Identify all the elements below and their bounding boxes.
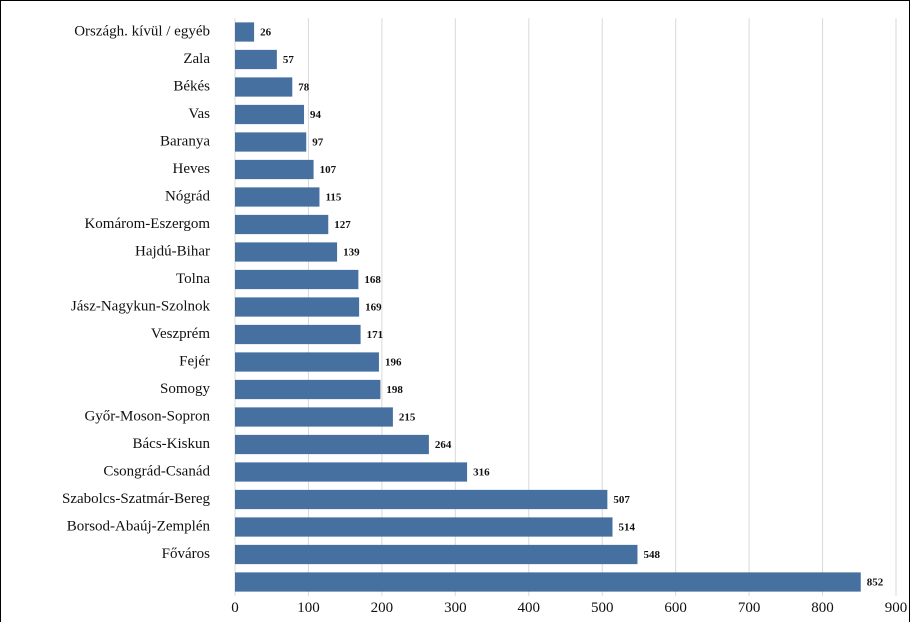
bar xyxy=(235,22,255,42)
data-label: 507 xyxy=(613,494,630,506)
y-tick-label: Békés xyxy=(173,78,210,94)
data-label: 107 xyxy=(320,164,337,176)
data-label: 169 xyxy=(365,302,382,314)
bar xyxy=(235,379,381,400)
bar xyxy=(235,462,468,482)
x-tick-label: 900 xyxy=(885,600,908,616)
bar xyxy=(235,269,359,290)
data-label: 97 xyxy=(312,137,324,149)
data-label: 26 xyxy=(260,27,272,39)
data-label: 852 xyxy=(867,577,884,589)
bar xyxy=(235,324,361,345)
bar xyxy=(235,104,305,125)
bar xyxy=(235,297,360,317)
bar xyxy=(235,352,379,372)
bar xyxy=(235,407,393,427)
bar xyxy=(235,242,338,262)
bar xyxy=(235,517,613,537)
y-tick-label: Főváros xyxy=(162,546,210,562)
data-label: 139 xyxy=(343,247,360,259)
y-tick-label: Országh. kívül / egyéb xyxy=(74,23,210,39)
bar xyxy=(235,572,861,592)
x-tick-label: 700 xyxy=(738,600,761,616)
data-label: 196 xyxy=(385,357,402,369)
x-tick-label: 600 xyxy=(664,600,687,616)
x-tick-label: 500 xyxy=(591,600,614,616)
y-tick-label: Somogy xyxy=(160,381,211,397)
y-tick-label: Veszprém xyxy=(151,326,210,342)
y-tick-label: Borsod-Abaúj-Zemplén xyxy=(67,518,211,534)
y-tick-label: Fejér xyxy=(179,353,210,369)
y-tick-label: Nógrád xyxy=(165,188,210,204)
data-label: 127 xyxy=(334,219,351,231)
bar xyxy=(235,132,307,152)
data-label: 514 xyxy=(619,522,636,534)
data-label: 115 xyxy=(325,192,341,204)
y-tick-label: Zala xyxy=(183,51,210,67)
y-tick-label: Hajdú-Bihar xyxy=(135,243,210,259)
data-label: 57 xyxy=(283,54,295,66)
data-label: 548 xyxy=(643,549,660,561)
data-label: 78 xyxy=(298,82,310,94)
y-tick-label: Szabolcs-Szatmár-Bereg xyxy=(62,491,210,507)
data-label: 316 xyxy=(473,467,490,479)
y-tick-label: Baranya xyxy=(160,133,210,149)
x-tick-label: 300 xyxy=(444,600,467,616)
data-label: 198 xyxy=(386,384,403,396)
bar xyxy=(235,77,293,97)
y-tick-label: Heves xyxy=(173,161,211,177)
y-tick-label: Csongrád-Csanád xyxy=(103,463,210,479)
y-tick-label: Bács-Kiskun xyxy=(133,436,211,452)
data-label: 264 xyxy=(435,439,452,451)
y-tick-label: Jász-Nagykun-Szolnok xyxy=(71,298,211,314)
y-tick-label: Komárom-Eszergom xyxy=(84,216,210,232)
bar xyxy=(235,49,277,70)
x-tick-label: 200 xyxy=(371,600,394,616)
bar xyxy=(235,489,608,510)
data-label: 168 xyxy=(364,274,381,286)
data-label: 94 xyxy=(310,109,322,121)
bar xyxy=(235,434,429,455)
data-label: 171 xyxy=(367,329,384,341)
bar xyxy=(235,187,320,207)
bar xyxy=(235,214,329,235)
x-tick-label: 400 xyxy=(518,600,541,616)
data-label: 215 xyxy=(399,412,416,424)
y-tick-label: Győr-Moson-Sopron xyxy=(84,408,210,424)
x-tick-label: 0 xyxy=(231,600,239,616)
y-tick-label: Tolna xyxy=(176,271,210,287)
bar xyxy=(235,159,314,180)
bar xyxy=(235,544,638,565)
x-tick-label: 100 xyxy=(297,600,320,616)
x-tick-label: 800 xyxy=(811,600,834,616)
y-tick-label: Vas xyxy=(188,106,210,122)
